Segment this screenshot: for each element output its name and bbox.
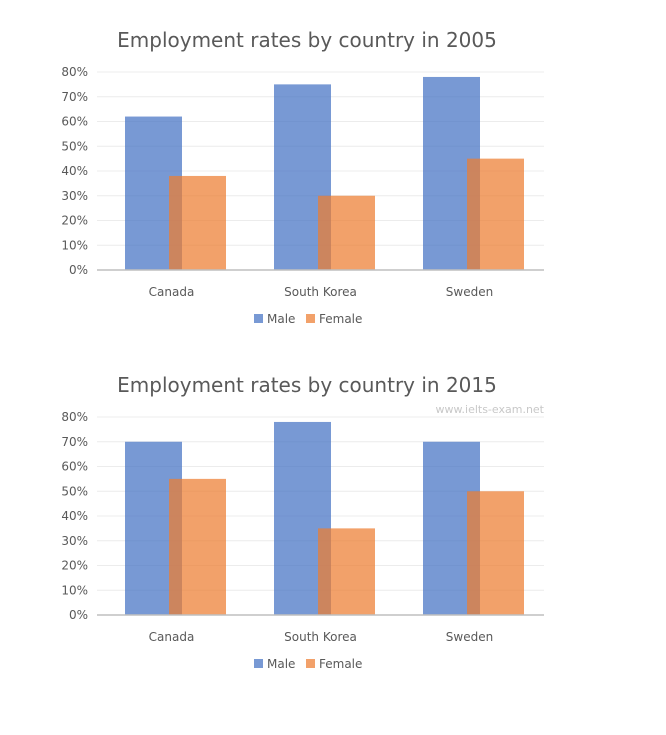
x-category-label: Canada	[149, 630, 195, 644]
legend-swatch-female	[306, 314, 315, 323]
y-tick-label: 70%	[61, 90, 88, 104]
legend-swatch-female	[306, 659, 315, 668]
chart-2005: Employment rates by country in 2005 0% 10%…	[61, 28, 544, 326]
y-tick-label: 40%	[61, 164, 88, 178]
y-tick-label: 70%	[61, 435, 88, 449]
y-tick-label: 60%	[61, 115, 88, 129]
x-category-label: Sweden	[446, 285, 493, 299]
y-tick-label: 30%	[61, 534, 88, 548]
legend-swatch-male	[254, 314, 263, 323]
legend-label-female: Female	[319, 312, 362, 326]
legend-label-male: Male	[267, 312, 295, 326]
x-category-label: Canada	[149, 285, 195, 299]
bar-female-sweden	[467, 491, 524, 615]
bar-female-south-korea	[318, 528, 375, 615]
y-tick-label: 20%	[61, 559, 88, 573]
chart-title: Employment rates by country in 2005	[117, 28, 497, 52]
bar-female-canada	[169, 478, 226, 615]
chart-title: Employment rates by country in 2015	[117, 373, 497, 397]
legend-swatch-male	[254, 659, 263, 668]
bar-female-canada	[169, 175, 226, 270]
legend-label-male: Male	[267, 657, 295, 671]
y-tick-label: 60%	[61, 460, 88, 474]
y-tick-label: 10%	[61, 583, 88, 597]
x-category-label: South Korea	[284, 630, 357, 644]
bar-female-south-korea	[318, 195, 375, 270]
y-tick-label: 30%	[61, 189, 88, 203]
chart-2015: Employment rates by country in 2015 0% 10%…	[61, 373, 545, 671]
y-tick-label: 50%	[61, 484, 88, 498]
y-tick-label: 10%	[61, 238, 88, 252]
y-tick-label: 80%	[61, 65, 88, 79]
y-tick-label: 20%	[61, 214, 88, 228]
x-category-label: Sweden	[446, 630, 493, 644]
legend-label-female: Female	[319, 657, 362, 671]
y-tick-label: 0%	[69, 263, 88, 277]
y-tick-label: 40%	[61, 509, 88, 523]
watermark: www.ielts-exam.net	[436, 403, 545, 416]
x-category-label: South Korea	[284, 285, 357, 299]
bar-female-sweden	[467, 158, 524, 270]
y-tick-label: 0%	[69, 608, 88, 622]
y-tick-label: 80%	[61, 410, 88, 424]
y-tick-label: 50%	[61, 139, 88, 153]
